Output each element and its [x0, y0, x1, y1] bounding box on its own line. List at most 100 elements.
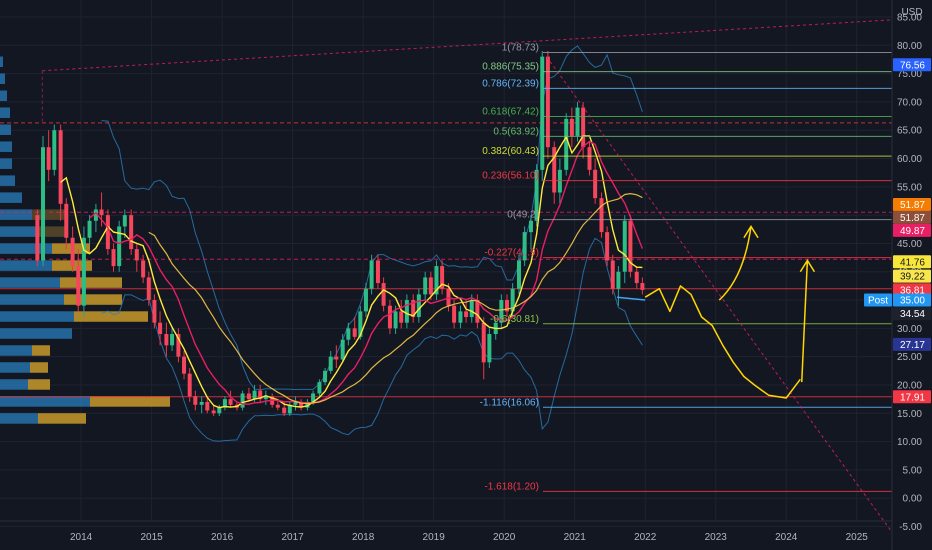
price-badge	[893, 283, 931, 297]
price-badge-label: 36.81	[900, 285, 925, 296]
candle-body	[387, 305, 392, 329]
candle-body	[35, 215, 40, 261]
price-axis-tick-label: 70.00	[897, 97, 922, 108]
price-badge	[893, 58, 931, 72]
candle-body	[616, 271, 621, 289]
candle-body	[469, 300, 474, 318]
volume-profile-bar	[0, 379, 28, 390]
candle-body	[240, 393, 245, 408]
fibonacci-retracement: 1(78.73) 0.886(75.35) 0.786(72.39) 0.618(67…	[480, 42, 892, 492]
price-axis-tick-label: 65.00	[897, 126, 922, 137]
volume-profile-bar	[64, 294, 122, 305]
candle-body	[464, 311, 469, 318]
fib-level-label: -0.6(30.81)	[490, 314, 539, 325]
volume-profile-bar	[0, 328, 72, 339]
price-axis-tick-label: 15.00	[897, 409, 922, 420]
price-badge-label: 35.00	[900, 296, 925, 307]
candle-body	[263, 396, 268, 400]
candle-body	[81, 237, 86, 306]
volume-profile-bar	[28, 379, 50, 390]
volume-profile-bar	[0, 362, 30, 373]
candle-body	[346, 328, 351, 340]
volume-profile-bar	[0, 192, 22, 203]
candle-body	[452, 305, 457, 323]
candle-body	[581, 107, 586, 148]
ma-slow-line	[148, 192, 643, 405]
projection-drawings	[41, 19, 893, 533]
projection-path	[644, 285, 801, 399]
volume-profile-bar	[36, 226, 68, 237]
price-badge-label: 39.22	[900, 272, 925, 283]
candle-body	[152, 300, 157, 323]
time-axis: 2014 2015 2016 2017 2018 2019 2020 2021 2022 2023…	[0, 520, 892, 543]
candle-body	[534, 169, 539, 221]
candle-body	[363, 288, 368, 312]
fib-level-label: 0(49.2)	[507, 210, 539, 221]
price-axis-tick-label: 60.00	[897, 154, 922, 165]
candle-body	[569, 118, 574, 136]
candle-body	[375, 260, 380, 284]
price-axis-tick-label: -5.00	[899, 522, 922, 533]
fib-level-label: -0.227(4...9)	[484, 248, 538, 259]
candle-body	[293, 401, 298, 405]
candle-body	[323, 370, 328, 383]
projection-arrow-b	[800, 260, 809, 383]
candle-body	[58, 130, 63, 204]
candle-body	[228, 399, 233, 405]
candle-body	[399, 311, 404, 323]
fib-level-label: 0.382(60.43)	[482, 146, 539, 157]
price-badge	[893, 390, 931, 404]
price-axis-tick-label: 55.00	[897, 182, 922, 193]
candle-body	[458, 311, 463, 323]
post-market-segment	[616, 296, 646, 301]
volume-profile-bar	[0, 73, 5, 85]
trendline-descending	[546, 56, 893, 533]
moving-averages	[60, 135, 644, 409]
post-badge	[864, 293, 892, 307]
price-badge	[893, 223, 931, 237]
candle-body	[628, 220, 633, 272]
time-axis-tick-label: 2014	[70, 532, 93, 543]
candle-body	[545, 56, 550, 148]
price-badges: 76.56 51.87 51.87 49.87 41.76 39.22 36.8135.00…	[864, 58, 931, 404]
price-badge	[893, 255, 931, 269]
candle-body	[340, 339, 345, 360]
candle-body	[504, 300, 509, 312]
time-axis-tick-label: 2022	[634, 532, 657, 543]
candle-body	[381, 283, 386, 306]
price-badge	[893, 307, 931, 321]
candle-body	[481, 322, 486, 363]
price-badge-label: 34.54	[900, 309, 925, 320]
price-axis-tick-label: 85.00	[897, 12, 922, 23]
candle-body	[205, 401, 210, 411]
time-axis-tick-label: 2020	[493, 532, 516, 543]
time-axis-tick-label: 2019	[423, 532, 446, 543]
candle-body	[222, 399, 227, 408]
time-axis-tick-label: 2016	[211, 532, 234, 543]
volume-profile-bar	[38, 413, 86, 424]
price-badge	[893, 293, 931, 307]
fib-level-label: 0.886(75.35)	[482, 62, 539, 73]
volume-profile-bar	[90, 396, 170, 407]
volume-profile-bar	[0, 209, 32, 220]
projection-arrowhead-b	[799, 259, 816, 273]
price-axis-tick-label: 0.00	[903, 494, 923, 505]
candle-body	[141, 260, 146, 278]
candle-body	[176, 334, 181, 357]
price-badge-label: 51.87	[900, 213, 925, 224]
volume-profile-bar	[0, 294, 64, 305]
fib-level-label: 0.5(63.92)	[493, 126, 539, 137]
candle-body	[182, 356, 187, 374]
candle-body	[411, 300, 416, 318]
candle-body	[87, 220, 92, 238]
price-badge	[893, 210, 931, 224]
volume-profile-bar	[74, 311, 148, 322]
candle-body	[99, 209, 104, 216]
candle-body	[122, 215, 127, 227]
bollinger-lower-band	[101, 237, 643, 442]
candle-body	[246, 393, 251, 400]
candle-body	[352, 328, 357, 337]
volume-profile-bar	[0, 277, 60, 288]
